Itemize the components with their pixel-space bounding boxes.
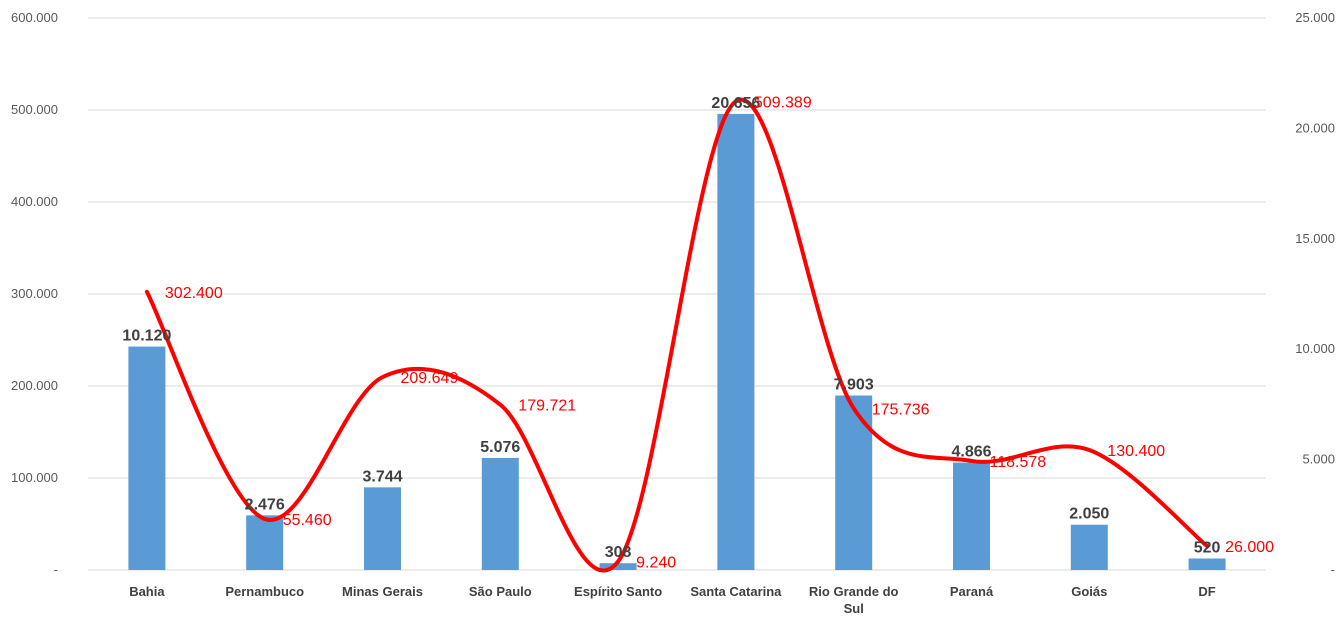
line-data-label: 175.736 — [872, 401, 930, 418]
left-tick-label: 400.000 — [11, 194, 58, 209]
bar — [599, 563, 637, 570]
left-tick-label: - — [54, 562, 58, 577]
bar — [364, 487, 401, 570]
left-axis: - 100.000 200.000 300.000 400.000 500.000 600.… — [11, 10, 58, 577]
bar-data-label: 10.120 — [122, 328, 171, 345]
line-data-label: 9.240 — [636, 554, 676, 571]
category-label: Paraná — [950, 584, 994, 599]
line-data-label: 509.389 — [754, 94, 812, 111]
right-tick-label: - — [1331, 562, 1335, 577]
bar — [481, 457, 519, 570]
gridlines — [88, 17, 1266, 571]
bar-data-label: 2.050 — [1069, 506, 1109, 523]
category-label: São Paulo — [469, 584, 532, 599]
line-data-label: 26.000 — [1225, 539, 1274, 556]
left-tick-label: 500.000 — [11, 102, 58, 117]
bar — [835, 395, 873, 570]
line-data-label: 209.649 — [401, 370, 459, 387]
category-axis: Bahia Pernambuco Minas Gerais São Paulo Espí… — [129, 584, 1216, 616]
category-label-line: Pernambuco — [225, 584, 304, 599]
category-label: Pernambuco — [225, 584, 304, 599]
category-label: DF — [1198, 584, 1215, 599]
bar — [246, 515, 284, 570]
bar-data-label: 20.656 — [711, 95, 760, 112]
category-label-line: São Paulo — [469, 584, 532, 599]
category-label: Bahia — [129, 584, 165, 599]
category-label-line: Bahia — [129, 584, 165, 599]
right-tick-label: 15.000 — [1295, 231, 1335, 246]
category-label-line: Santa Catarina — [690, 584, 782, 599]
right-tick-label: 10.000 — [1295, 341, 1335, 356]
left-tick-label: 100.000 — [11, 470, 58, 485]
line-series — [144, 97, 1210, 573]
line-data-labels: 302.400 55.460 209.649 179.721 9.240 509.389 1… — [165, 94, 1274, 571]
category-label-line: Rio Grande do — [809, 584, 899, 599]
category-label: Minas Gerais — [342, 584, 423, 599]
bar-series — [128, 113, 1226, 570]
bar-data-label: 2.476 — [245, 496, 285, 513]
bar — [1188, 558, 1226, 570]
left-tick-label: 300.000 — [11, 286, 58, 301]
category-label-line: Goiás — [1071, 584, 1107, 599]
category-label-line: Espírito Santo — [574, 584, 662, 599]
bar-data-label: 7.903 — [834, 377, 874, 394]
bar — [953, 462, 990, 570]
category-label: Rio Grande do Sul — [809, 584, 899, 616]
left-tick-label: 200.000 — [11, 378, 58, 393]
line-path — [144, 97, 1210, 573]
bar-data-labels: 10.120 2.476 3.744 5.076 308 20.656 7.903 4.866… — [122, 95, 1220, 561]
category-label: Espírito Santo — [574, 584, 662, 599]
bar — [717, 113, 755, 570]
line-data-label: 118.578 — [990, 454, 1047, 471]
line-data-label: 179.721 — [518, 398, 576, 415]
line-data-label: 130.400 — [1107, 443, 1165, 460]
right-axis: - 5.000 10.000 15.000 20.000 25.000 — [1295, 10, 1335, 577]
right-tick-label: 20.000 — [1295, 120, 1335, 135]
bar — [1070, 524, 1108, 570]
right-tick-label: 5.000 — [1302, 452, 1335, 467]
bar-data-label: 308 — [605, 544, 632, 561]
bar — [128, 346, 166, 570]
right-tick-label: 25.000 — [1295, 10, 1335, 25]
left-tick-label: 600.000 — [11, 10, 58, 25]
bar-data-label: 5.076 — [480, 439, 520, 456]
bar-data-label: 3.744 — [362, 468, 402, 485]
line-data-label: 302.400 — [165, 285, 223, 302]
bar-data-label: 520 — [1194, 540, 1221, 557]
bar-data-label: 4.866 — [951, 444, 991, 461]
category-label-line: DF — [1198, 584, 1215, 599]
category-label-line: Minas Gerais — [342, 584, 423, 599]
category-label-line: Paraná — [950, 584, 994, 599]
category-label: Goiás — [1071, 584, 1107, 599]
category-label-line: Sul — [844, 601, 864, 616]
line-data-label: 55.460 — [283, 512, 332, 529]
category-label: Santa Catarina — [690, 584, 782, 599]
